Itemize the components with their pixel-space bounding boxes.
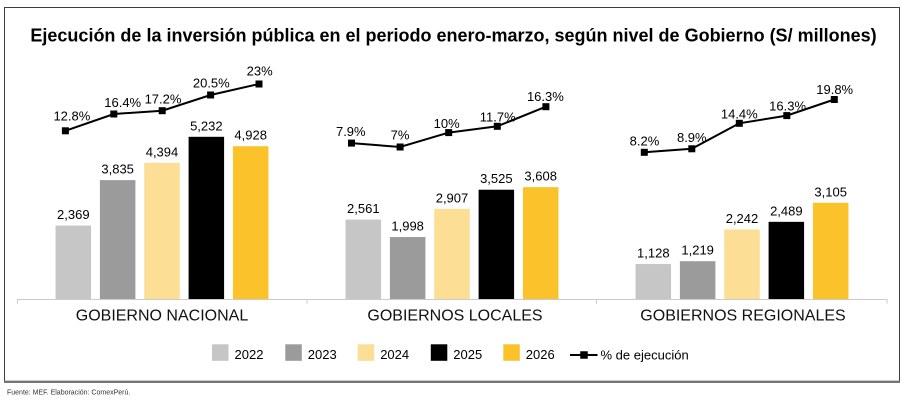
svg-text:10%: 10% [434, 116, 460, 131]
svg-text:12.8%: 12.8% [53, 108, 90, 123]
svg-text:1,998: 1,998 [391, 219, 424, 234]
svg-text:2,369: 2,369 [57, 207, 90, 222]
svg-text:17.2%: 17.2% [145, 92, 182, 107]
svg-text:4,928: 4,928 [234, 128, 267, 143]
svg-text:3,835: 3,835 [101, 162, 134, 177]
svg-text:2025: 2025 [453, 347, 482, 362]
svg-text:1,219: 1,219 [681, 243, 714, 258]
svg-text:3,525: 3,525 [480, 171, 513, 186]
svg-text:4,394: 4,394 [146, 144, 179, 159]
svg-text:3,105: 3,105 [814, 184, 847, 199]
svg-text:23%: 23% [247, 63, 273, 78]
svg-text:8.9%: 8.9% [677, 130, 707, 145]
svg-text:8.2%: 8.2% [630, 133, 660, 148]
svg-text:Fuente: MEF. Elaboración: Come: Fuente: MEF. Elaboración: ComexPerú. [7, 389, 130, 396]
svg-text:GOBIERNO NACIONAL: GOBIERNO NACIONAL [76, 308, 249, 325]
svg-text:2,489: 2,489 [770, 203, 803, 218]
svg-text:7%: 7% [391, 127, 410, 142]
svg-text:2,242: 2,242 [726, 211, 759, 226]
svg-text:2023: 2023 [308, 347, 337, 362]
svg-text:14.4%: 14.4% [721, 106, 758, 121]
svg-text:19.8%: 19.8% [816, 82, 853, 97]
svg-text:GOBIERNOS LOCALES: GOBIERNOS LOCALES [367, 308, 542, 325]
svg-text:16.4%: 16.4% [104, 95, 141, 110]
svg-text:16.3%: 16.3% [527, 89, 564, 104]
svg-text:5,232: 5,232 [190, 118, 223, 133]
svg-text:11.7%: 11.7% [480, 110, 516, 125]
svg-text:16.3%: 16.3% [769, 98, 806, 113]
svg-text:2022: 2022 [235, 347, 264, 362]
svg-text:3,608: 3,608 [524, 169, 557, 184]
svg-text:7.9%: 7.9% [336, 124, 366, 139]
svg-text:% de ejecución: % de ejecución [601, 347, 689, 362]
svg-text:1,128: 1,128 [637, 246, 670, 261]
svg-text:2,907: 2,907 [436, 190, 469, 205]
svg-text:2024: 2024 [380, 347, 409, 362]
svg-text:GOBIERNOS REGIONALES: GOBIERNOS REGIONALES [640, 308, 845, 325]
svg-text:20.5%: 20.5% [193, 76, 230, 91]
svg-text:Ejecución de la inversión públ: Ejecución de la inversión pública en el … [30, 25, 876, 45]
svg-text:2,561: 2,561 [347, 201, 380, 216]
svg-text:2026: 2026 [526, 347, 555, 362]
